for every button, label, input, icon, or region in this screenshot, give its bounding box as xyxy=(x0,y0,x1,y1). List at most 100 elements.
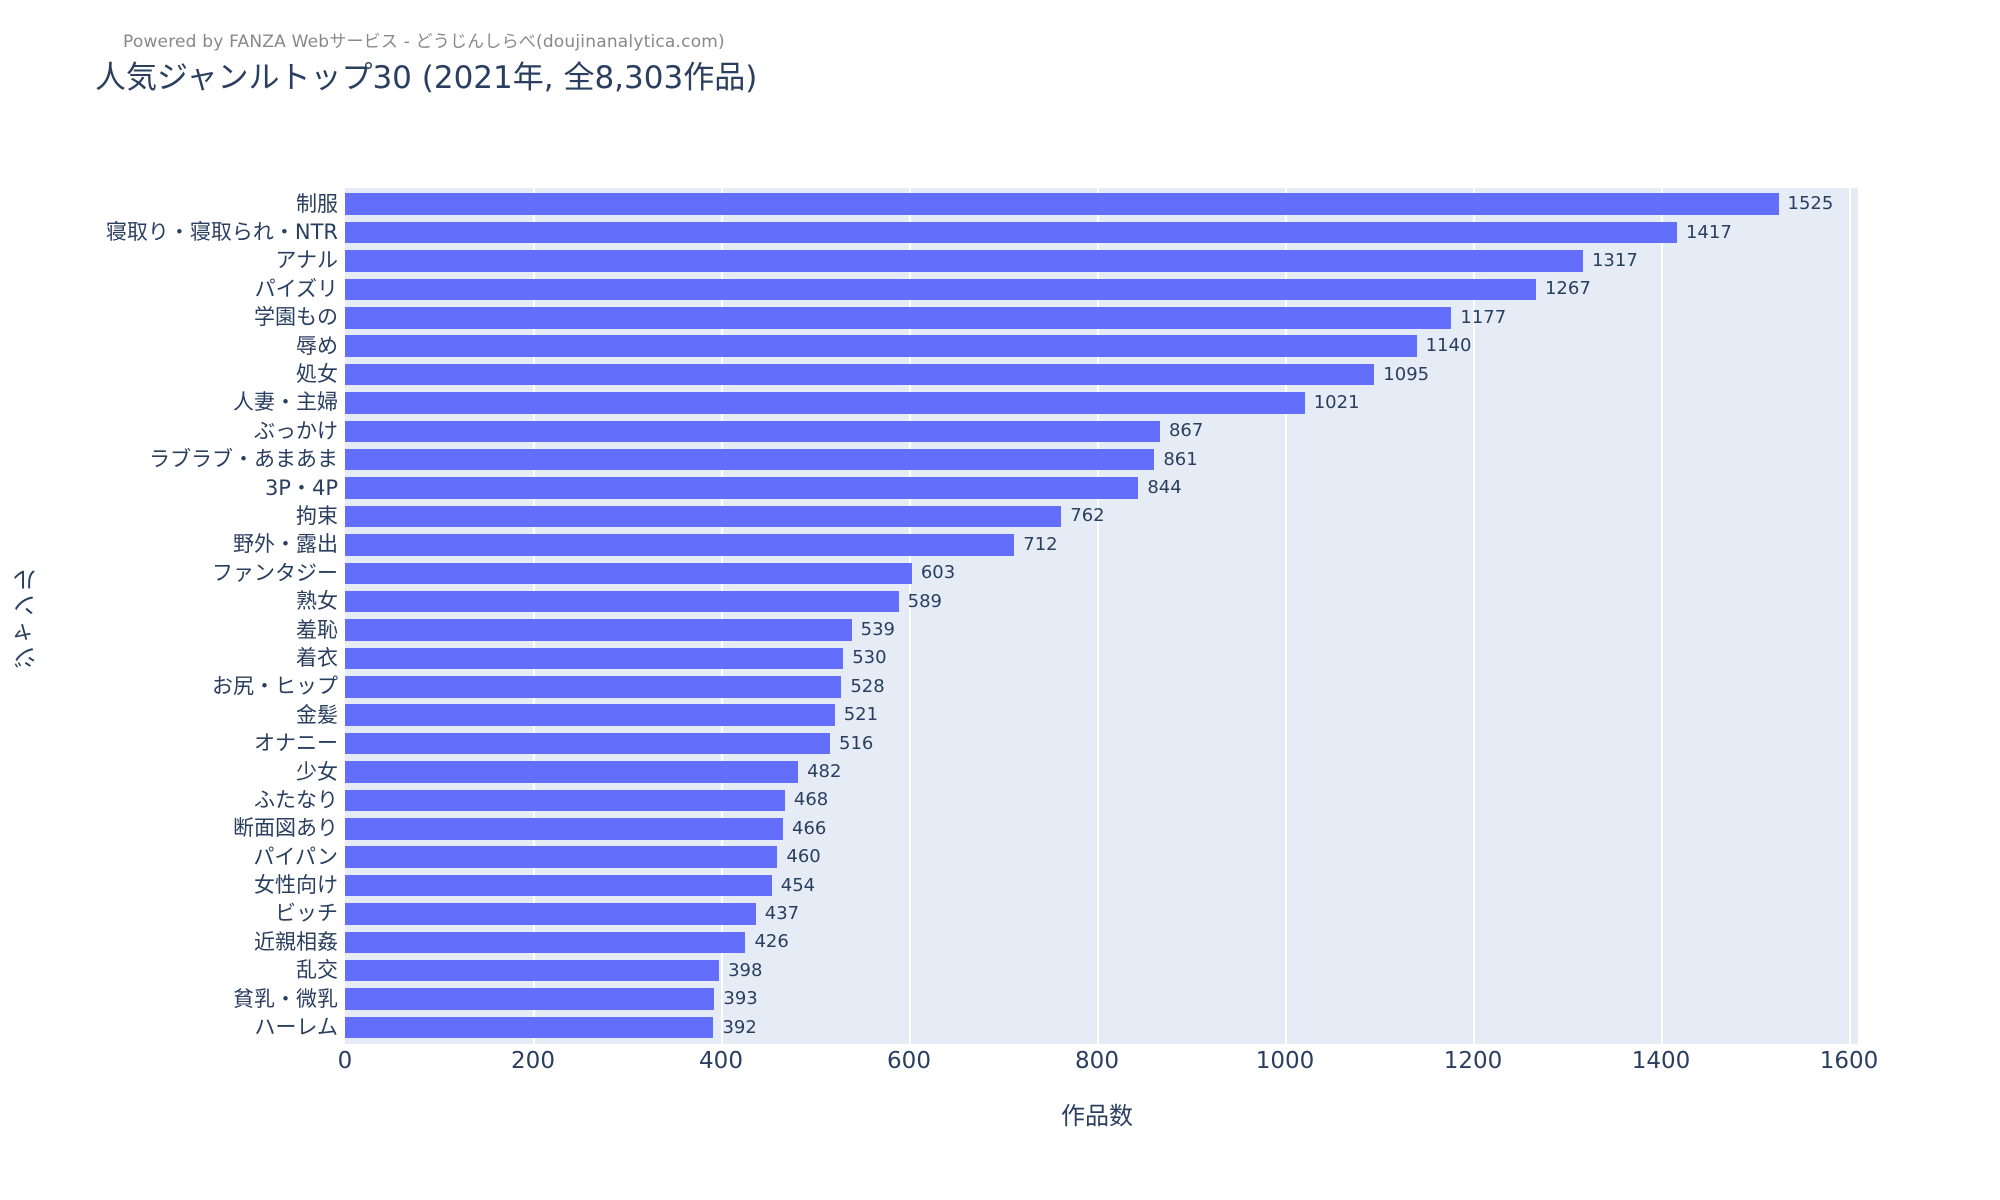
bar xyxy=(345,1016,714,1039)
gridline xyxy=(1849,188,1851,1044)
bar xyxy=(345,534,1015,556)
bar-track: 539 xyxy=(345,619,1860,641)
bar xyxy=(345,846,778,868)
bar xyxy=(345,959,720,982)
bar-row: ビッチ 437 xyxy=(60,900,1860,928)
bar-track: 1021 xyxy=(345,392,1860,414)
x-tick-label: 1600 xyxy=(1819,1048,1879,1074)
category-label: 学園もの xyxy=(254,305,338,330)
bar-track: 426 xyxy=(345,931,1860,954)
gridline xyxy=(721,188,723,1044)
bar xyxy=(345,818,784,840)
category-label: 寝取り・寝取られ・NTR xyxy=(105,220,338,245)
bar-row: 乱交 398 xyxy=(60,957,1860,985)
x-tick-label: 200 xyxy=(511,1048,555,1074)
bar-row: 少女 482 xyxy=(60,758,1860,786)
bar-row: アナル 1317 xyxy=(60,247,1860,275)
bar-track: 1140 xyxy=(345,335,1860,357)
bar-row: パイズリ 1267 xyxy=(60,275,1860,303)
value-label: 528 xyxy=(850,675,885,697)
value-label: 589 xyxy=(907,590,943,612)
gridline xyxy=(1285,188,1287,1044)
bar-track: 398 xyxy=(345,959,1860,982)
bar xyxy=(345,392,1305,414)
bar xyxy=(345,732,831,755)
bar-row: ハーレム 392 xyxy=(60,1013,1860,1041)
bar-row: 拘束 762 xyxy=(60,502,1860,530)
value-label: 844 xyxy=(1147,477,1182,499)
category-label: 金髪 xyxy=(296,702,338,727)
category-label: 人妻・主婦 xyxy=(233,390,338,415)
bar-row: ふたなり 468 xyxy=(60,786,1860,814)
value-label: 516 xyxy=(839,732,874,754)
bar-track: 516 xyxy=(345,732,1860,755)
value-label: 539 xyxy=(860,619,896,641)
bar xyxy=(345,761,799,783)
value-label: 460 xyxy=(786,846,821,868)
category-label: 制服 xyxy=(296,191,338,216)
bar xyxy=(345,363,1375,386)
bar xyxy=(345,193,1779,215)
bar-row: 野外・露出 712 xyxy=(60,531,1860,559)
bar-row: 女性向け 454 xyxy=(60,871,1860,899)
bar-track: 530 xyxy=(345,647,1860,670)
bar-track: 466 xyxy=(345,818,1860,840)
value-label: 867 xyxy=(1168,420,1204,442)
category-label: 近親相姦 xyxy=(254,929,338,954)
bar-track: 1417 xyxy=(345,221,1860,244)
value-label: 482 xyxy=(807,761,842,782)
bar xyxy=(345,307,1452,329)
bar-row: 寝取り・寝取られ・NTR 1417 xyxy=(60,218,1860,246)
category-label: 野外・露出 xyxy=(233,532,338,557)
bar xyxy=(345,420,1160,443)
bar-track: 482 xyxy=(345,761,1860,783)
value-label: 1140 xyxy=(1425,335,1472,357)
x-tick-label: 1400 xyxy=(1631,1048,1691,1074)
x-tick-label: 800 xyxy=(1075,1048,1119,1074)
value-label: 1317 xyxy=(1591,249,1638,271)
bar-row: 断面図あり 466 xyxy=(60,815,1860,843)
gridline xyxy=(1661,188,1663,1044)
bar-track: 867 xyxy=(345,420,1860,443)
bar-row: 近親相姦 426 xyxy=(60,928,1860,956)
value-label: 1095 xyxy=(1383,363,1430,385)
bar-row: 金髪 521 xyxy=(60,701,1860,729)
category-label: 貧乳・微乳 xyxy=(233,986,338,1011)
x-axis: 0 200 400 600 800 1000 1200 1400 1600 xyxy=(338,1048,1879,1082)
value-label: 1417 xyxy=(1685,221,1732,243)
bar xyxy=(345,278,1536,301)
x-tick-label: 1000 xyxy=(1255,1048,1315,1074)
category-label: 3P・4P xyxy=(264,475,338,500)
bar-track: 528 xyxy=(345,676,1860,698)
value-label: 1177 xyxy=(1460,306,1507,328)
bar-row: 制服 1525 xyxy=(60,190,1860,218)
bar-row: 羞恥 539 xyxy=(60,616,1860,644)
bar-row: 学園もの 1177 xyxy=(60,304,1860,332)
bar-track: 1317 xyxy=(345,250,1860,272)
value-label: 712 xyxy=(1023,533,1058,555)
x-tick-label: 0 xyxy=(337,1048,353,1074)
category-label: 処女 xyxy=(296,362,338,387)
value-label: 468 xyxy=(793,789,829,811)
bar xyxy=(345,221,1677,244)
bar-row: 処女 1095 xyxy=(60,360,1860,388)
bar xyxy=(345,505,1062,528)
category-label: 女性向け xyxy=(254,873,338,898)
value-label: 398 xyxy=(728,959,763,981)
gridline xyxy=(909,188,911,1044)
bar-track: 603 xyxy=(345,562,1860,585)
value-label: 530 xyxy=(852,647,887,669)
category-label: ハーレム xyxy=(254,1015,338,1040)
bar-row: お尻・ヒップ 528 xyxy=(60,673,1860,701)
bar-track: 521 xyxy=(345,704,1860,726)
bar-track: 762 xyxy=(345,505,1860,528)
bar-row: 熟女 589 xyxy=(60,587,1860,615)
bar-rows: 制服 1525 寝取り・寝取られ・NTR 1417 アナル 1317 パイズリ 1267 学園も… xyxy=(60,190,1860,1042)
bar-track: 712 xyxy=(345,534,1860,556)
bar-row: パイパン 460 xyxy=(60,843,1860,871)
bar xyxy=(345,250,1583,272)
category-label: ファンタジー xyxy=(212,560,338,585)
value-label: 603 xyxy=(920,562,956,584)
value-label: 392 xyxy=(722,1016,757,1038)
bar xyxy=(345,562,912,585)
